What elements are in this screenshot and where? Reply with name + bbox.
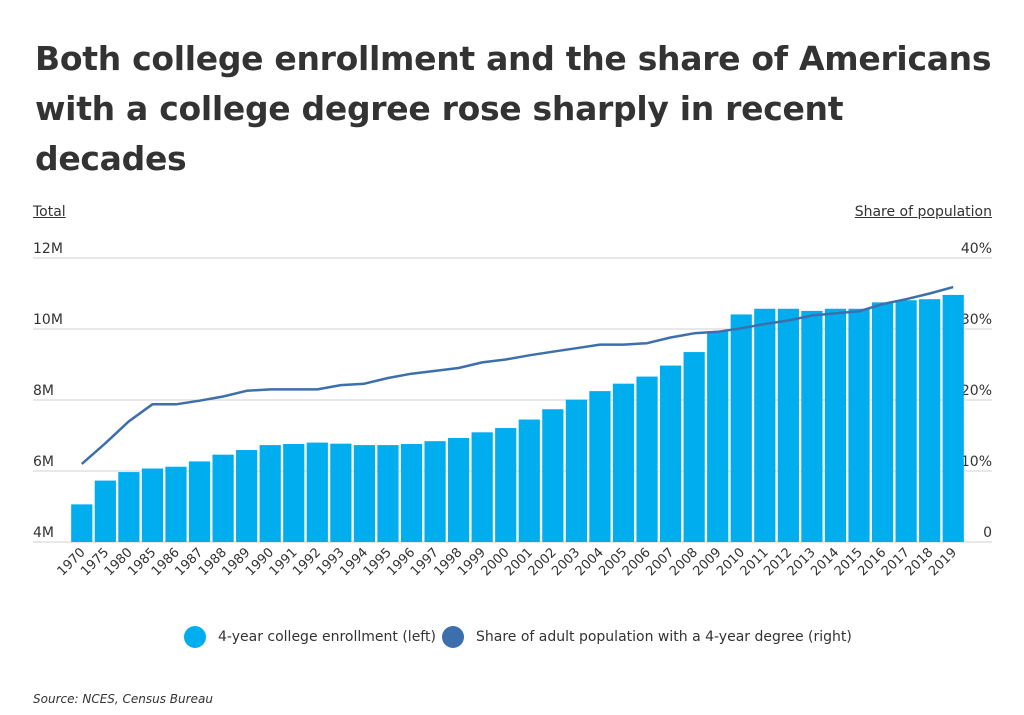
left-tick-label: 4M <box>33 525 54 541</box>
right-tick-label: 40% <box>961 241 992 257</box>
enrollment-bar <box>612 383 635 542</box>
enrollment-bar <box>118 472 140 542</box>
source-note: Source: NCES, Census Bureau <box>33 692 213 706</box>
x-axis-labels: 1970197519801985198619871988198919901991… <box>55 545 960 579</box>
legend-item-enrollment: 4-year college enrollment (left) <box>184 626 436 648</box>
enrollment-bar <box>942 294 964 542</box>
enrollment-bar <box>283 444 305 542</box>
right-tick-label: 10% <box>961 454 992 470</box>
right-tick-label: 20% <box>961 383 992 399</box>
enrollment-bar <box>471 432 493 542</box>
left-tick-label: 12M <box>33 241 63 257</box>
right-tick-label: 30% <box>961 312 992 328</box>
enrollment-bar <box>71 504 93 542</box>
enrollment-bar <box>871 302 894 542</box>
enrollment-bar <box>353 445 376 542</box>
enrollment-bar <box>141 468 164 542</box>
legend-swatch-enrollment <box>184 626 206 648</box>
enrollment-bar <box>777 308 799 542</box>
enrollment-bar <box>400 444 423 542</box>
legend-swatch-degree-share <box>442 626 464 648</box>
enrollment-bar <box>848 308 870 542</box>
chart-title: Both college enrollment and the share of… <box>35 39 992 178</box>
left-tick-label: 6M <box>33 454 54 470</box>
enrollment-bar <box>212 454 234 542</box>
legend: 4-year college enrollment (left) Share o… <box>0 626 1024 652</box>
x-tick-label: 2019 <box>926 545 960 579</box>
legend-label-enrollment: 4-year college enrollment (left) <box>218 629 436 645</box>
left-axis-title: Total <box>33 204 66 220</box>
enrollment-bar <box>306 442 328 542</box>
enrollment-bar <box>236 450 258 542</box>
enrollment-bar <box>188 461 211 542</box>
left-tick-label: 10M <box>33 312 63 328</box>
enrollment-bar <box>659 365 682 542</box>
right-tick-label: 0 <box>983 525 992 541</box>
enrollment-bar <box>754 308 776 542</box>
enrollment-bar <box>707 331 729 542</box>
right-axis-ticks: 0 10% 20% 30% 40% <box>961 241 992 541</box>
enrollment-bar <box>824 308 847 542</box>
enrollment-bar <box>495 428 517 542</box>
enrollment-bar <box>683 352 705 542</box>
enrollment-bar <box>801 310 823 542</box>
enrollment-bar <box>565 399 587 542</box>
right-axis-title: Share of population <box>854 204 992 220</box>
degree-share-line <box>80 285 954 465</box>
enrollment-bar <box>636 376 658 542</box>
degree-share-series-line <box>80 285 954 465</box>
enrollment-bar <box>424 441 446 542</box>
legend-item-degree-share: Share of adult population with a 4-year … <box>442 626 852 648</box>
enrollment-bars <box>71 294 964 542</box>
enrollment-bar <box>330 443 352 542</box>
legend-label-degree-share: Share of adult population with a 4-year … <box>476 629 852 645</box>
enrollment-bar <box>448 437 470 542</box>
enrollment-bar <box>165 466 187 542</box>
enrollment-bar <box>730 314 752 542</box>
left-tick-label: 8M <box>33 383 54 399</box>
enrollment-bar <box>919 299 941 542</box>
enrollment-bar <box>542 409 564 542</box>
enrollment-bar <box>895 300 917 542</box>
enrollment-bar <box>94 480 116 542</box>
enrollment-bar <box>259 445 281 542</box>
enrollment-bar <box>518 419 540 542</box>
enrollment-bar <box>589 391 611 542</box>
enrollment-bar <box>377 445 399 542</box>
left-axis-ticks: 4M 6M 8M 10M 12M <box>33 241 63 541</box>
